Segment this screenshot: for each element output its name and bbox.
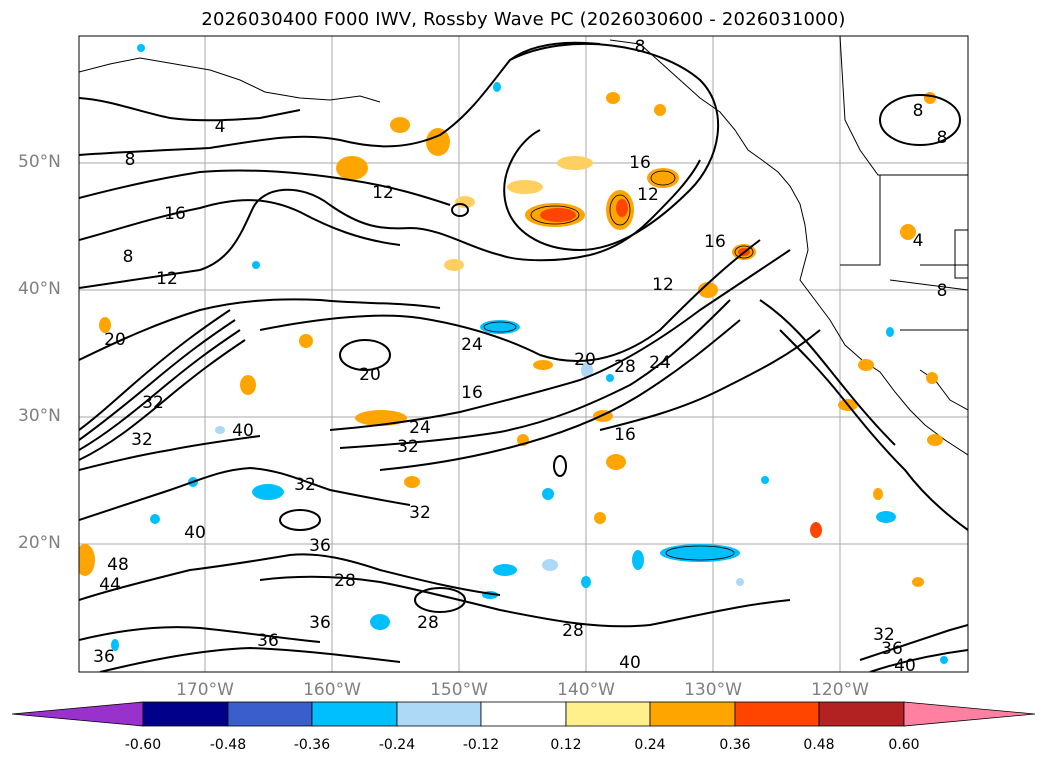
- colorbar: [11, 701, 1036, 727]
- contour-label: 8: [937, 281, 948, 301]
- anomaly-thin-contours: [483, 170, 754, 561]
- graticule: [79, 36, 968, 672]
- colorbar-extend-high: [903, 701, 1036, 727]
- contour-label: 32: [142, 393, 164, 413]
- contour-label: 20: [104, 330, 126, 350]
- contour-label: 16: [629, 153, 651, 173]
- contour-label: 12: [372, 183, 394, 203]
- contour-label: 36: [309, 613, 331, 633]
- lon-label-130w: 130°W: [684, 680, 742, 700]
- contour-label: 32: [294, 475, 316, 495]
- contour-label: 24: [409, 418, 431, 438]
- contour-label: 32: [409, 503, 431, 523]
- colorbar-tick-label: 0.24: [634, 737, 666, 753]
- colorbar-segment: [227, 701, 313, 727]
- contour-label: 40: [184, 523, 206, 543]
- colorbar-tick-label: -0.24: [378, 737, 416, 753]
- contour-label: 32: [131, 430, 153, 450]
- contour-label: 20: [359, 365, 381, 385]
- contour-label: 20: [574, 350, 596, 370]
- colorbar-tick-label: -0.60: [124, 737, 162, 753]
- colorbar-tick-label: 0.48: [803, 737, 835, 753]
- contour-label: 8: [123, 247, 134, 267]
- contour-label: 12: [156, 269, 178, 289]
- colorbar-tick-label: 0.60: [888, 737, 920, 753]
- contour-label: 12: [652, 275, 674, 295]
- colorbar-segment: [480, 701, 567, 727]
- lat-label-20n: 20°N: [18, 533, 61, 553]
- contour-label: 40: [894, 656, 916, 676]
- contour-label: 8: [125, 150, 136, 170]
- contour-label: 36: [93, 647, 115, 667]
- colorbar-segment: [565, 701, 651, 727]
- contour-label: 4: [215, 117, 226, 137]
- contour-label: 28: [417, 613, 439, 633]
- iwv-contours: [79, 41, 968, 672]
- contour-label: 16: [614, 425, 636, 445]
- lat-label-30n: 30°N: [18, 406, 61, 426]
- contour-label: 16: [704, 232, 726, 252]
- map-panel: [79, 36, 968, 672]
- colorbar-tick-label: -0.12: [462, 737, 500, 753]
- contour-label: 4: [913, 231, 924, 251]
- lon-label-120w: 120°W: [811, 680, 869, 700]
- contour-label: 40: [232, 421, 254, 441]
- colorbar-segment: [649, 701, 736, 727]
- colorbar-segment: [396, 701, 482, 727]
- lat-label-50n: 50°N: [18, 152, 61, 172]
- colorbar-segment: [311, 701, 398, 727]
- contour-label: 28: [562, 621, 584, 641]
- contour-label: 8: [913, 101, 924, 121]
- colorbar-tick-label: 0.36: [719, 737, 751, 753]
- colorbar-segment: [818, 701, 905, 727]
- lon-label-140w: 140°W: [557, 680, 615, 700]
- contour-label-group: 4 8 8 12 16 8 12 16 12 12 16 20 24 20 16…: [93, 37, 947, 676]
- colorbar-segment: [142, 701, 229, 727]
- lon-label-150w: 150°W: [430, 680, 488, 700]
- contour-label: 12: [637, 185, 659, 205]
- chart-title: 2026030400 F000 IWV, Rossby Wave PC (202…: [201, 9, 846, 30]
- contour-label: 24: [649, 353, 671, 373]
- coastlines: [79, 36, 968, 456]
- contour-label: 24: [461, 335, 483, 355]
- contour-label: 32: [397, 437, 419, 457]
- contour-label: 40: [619, 653, 641, 673]
- contour-label: 48: [107, 555, 129, 575]
- colorbar-segment: [734, 701, 820, 727]
- contour-label: 32: [873, 625, 895, 645]
- lat-label-40n: 40°N: [18, 279, 61, 299]
- contour-label: 8: [937, 128, 948, 148]
- contour-label: 36: [257, 631, 279, 651]
- contour-label: 28: [334, 571, 356, 591]
- lon-label-160w: 160°W: [303, 680, 361, 700]
- colorbar-tick-label: -0.48: [209, 737, 247, 753]
- colorbar-extend-low: [11, 701, 144, 727]
- contour-label: 16: [164, 204, 186, 224]
- lon-label-170w: 170°W: [176, 680, 234, 700]
- contour-label: 36: [309, 536, 331, 556]
- colorbar-tick-label: -0.36: [293, 737, 331, 753]
- contour-label: 36: [881, 639, 903, 659]
- contour-label: 8: [635, 37, 646, 57]
- contour-label: 16: [461, 383, 483, 403]
- contour-label: 28: [614, 357, 636, 377]
- contour-label: 44: [99, 575, 121, 595]
- colorbar-tick-label: 0.12: [550, 737, 582, 753]
